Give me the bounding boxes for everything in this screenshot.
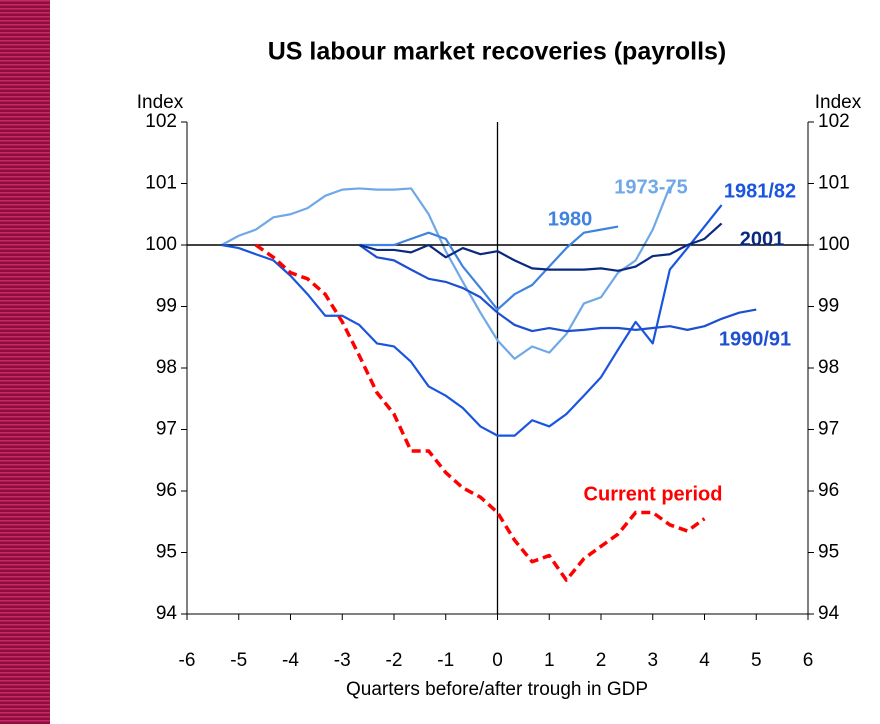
series-label: 1981/82 (724, 180, 796, 202)
series-line (359, 225, 619, 311)
series-line (221, 186, 671, 360)
series-label: 1973-75 (614, 176, 687, 198)
y2-axis-label: Index (815, 92, 862, 113)
series-line (358, 244, 757, 333)
y2-tick-label: 102 (818, 111, 850, 132)
series-line (221, 204, 723, 437)
series-line (254, 243, 706, 582)
y-tick-label: 96 (156, 480, 177, 501)
x-tick-label: -1 (437, 650, 454, 671)
series-label: 2001 (740, 228, 785, 250)
y-tick-label: 99 (156, 296, 177, 317)
y2-tick-label: 96 (818, 480, 839, 501)
y2-tick-label: 97 (818, 419, 839, 440)
y2-tick-label: 95 (818, 542, 839, 563)
x-tick-label: -4 (282, 650, 299, 671)
side-band (0, 0, 50, 724)
y2-tick-label: 98 (818, 357, 839, 378)
x-tick-label: 2 (596, 650, 607, 671)
x-axis-label: Quarters before/after trough in GDP (346, 679, 648, 700)
y-tick-label: 95 (156, 542, 177, 563)
y-tick-label: 98 (156, 357, 177, 378)
x-tick-label: 6 (803, 650, 814, 671)
y2-tick-label: 100 (818, 234, 850, 255)
x-tick-label: -2 (386, 650, 403, 671)
y-tick-label: 102 (145, 111, 177, 132)
x-tick-label: -3 (334, 650, 351, 671)
y-axis-label: Index (137, 92, 184, 113)
x-tick-label: 5 (751, 650, 762, 671)
x-tick-label: -5 (230, 650, 247, 671)
x-tick-label: 1 (544, 650, 555, 671)
x-tick-label: -6 (179, 650, 196, 671)
y-tick-label: 94 (156, 603, 178, 624)
series-line (359, 222, 723, 272)
series-label: 1990/91 (719, 328, 791, 350)
y-tick-label: 100 (145, 234, 177, 255)
y2-tick-label: 99 (818, 296, 839, 317)
x-tick-label: 4 (699, 650, 710, 671)
series-label: Current period (584, 483, 723, 505)
y2-tick-label: 101 (818, 173, 850, 194)
x-tick-label: 0 (492, 650, 503, 671)
series-label: 1980 (548, 208, 593, 230)
x-tick-label: 3 (647, 650, 658, 671)
y-tick-label: 97 (156, 419, 177, 440)
y2-tick-label: 94 (818, 603, 840, 624)
y-tick-label: 101 (145, 173, 177, 194)
chart-title: US labour market recoveries (payrolls) (268, 38, 727, 66)
